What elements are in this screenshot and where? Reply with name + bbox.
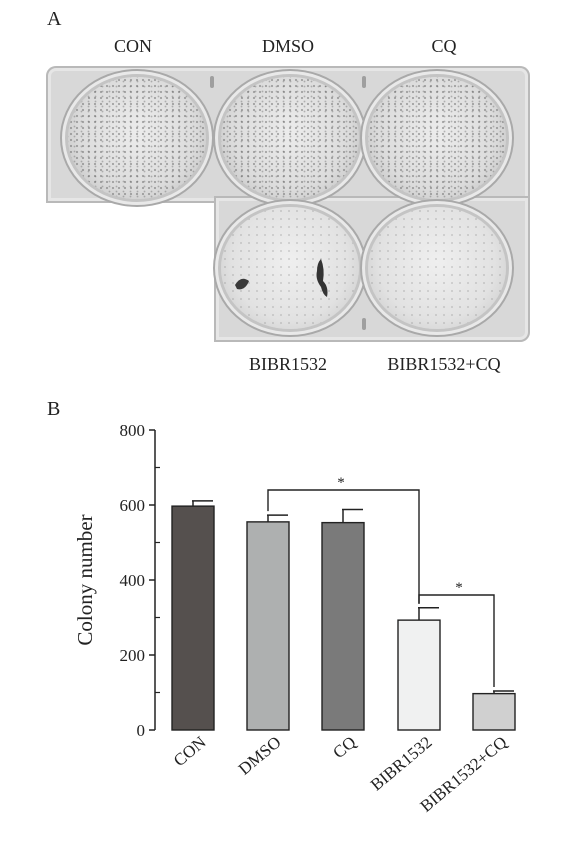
bar-dmso <box>246 521 290 731</box>
well-label-cq: CQ <box>431 36 457 56</box>
well-dmso <box>221 77 359 199</box>
well-label-bibr1532-cq: BIBR1532+CQ <box>387 354 501 374</box>
well-label-bibr1532: BIBR1532 <box>248 354 328 374</box>
well-bibr1532 <box>221 207 359 329</box>
well-debris-marks <box>235 259 328 297</box>
y-tick-label: 200 <box>120 646 146 665</box>
y-tick-label: 400 <box>120 571 146 590</box>
significance-bracket <box>418 594 495 687</box>
bar-bibr1532-cq <box>472 692 516 731</box>
x-tick-label: BIBR1532 <box>367 733 436 795</box>
well-cq <box>368 77 506 199</box>
x-tick-label: CQ <box>329 733 359 763</box>
significance-bracket <box>267 489 420 604</box>
x-tick-label: CON <box>170 733 210 771</box>
plate-notch <box>362 318 366 330</box>
x-tick-label: DMSO <box>235 733 285 779</box>
plate-notch <box>362 76 366 88</box>
well-label-dmso: DMSO <box>261 36 315 56</box>
significance-star: * <box>455 580 463 596</box>
panel-a-letter: A <box>47 8 62 30</box>
y-tick-label: 800 <box>120 421 146 440</box>
y-tick-label: 0 <box>137 721 146 740</box>
bar-bibr1532 <box>397 619 441 731</box>
y-axis-label: Colony number <box>73 514 97 645</box>
panel-b-letter: B <box>47 398 61 420</box>
chart-layer: 0 200 400 600 800 Colony number CON DMSO CQ BIBR1… <box>73 421 516 816</box>
well-label-con: CON <box>113 36 153 56</box>
six-well-plate-photo <box>46 66 530 342</box>
well-con <box>68 77 206 199</box>
bar-con <box>171 505 215 731</box>
y-tick-label: 600 <box>120 496 146 515</box>
significance-star: * <box>337 475 345 491</box>
well-bibr1532-cq <box>368 207 506 329</box>
bar-cq <box>321 521 365 731</box>
plate-notch <box>210 76 214 88</box>
